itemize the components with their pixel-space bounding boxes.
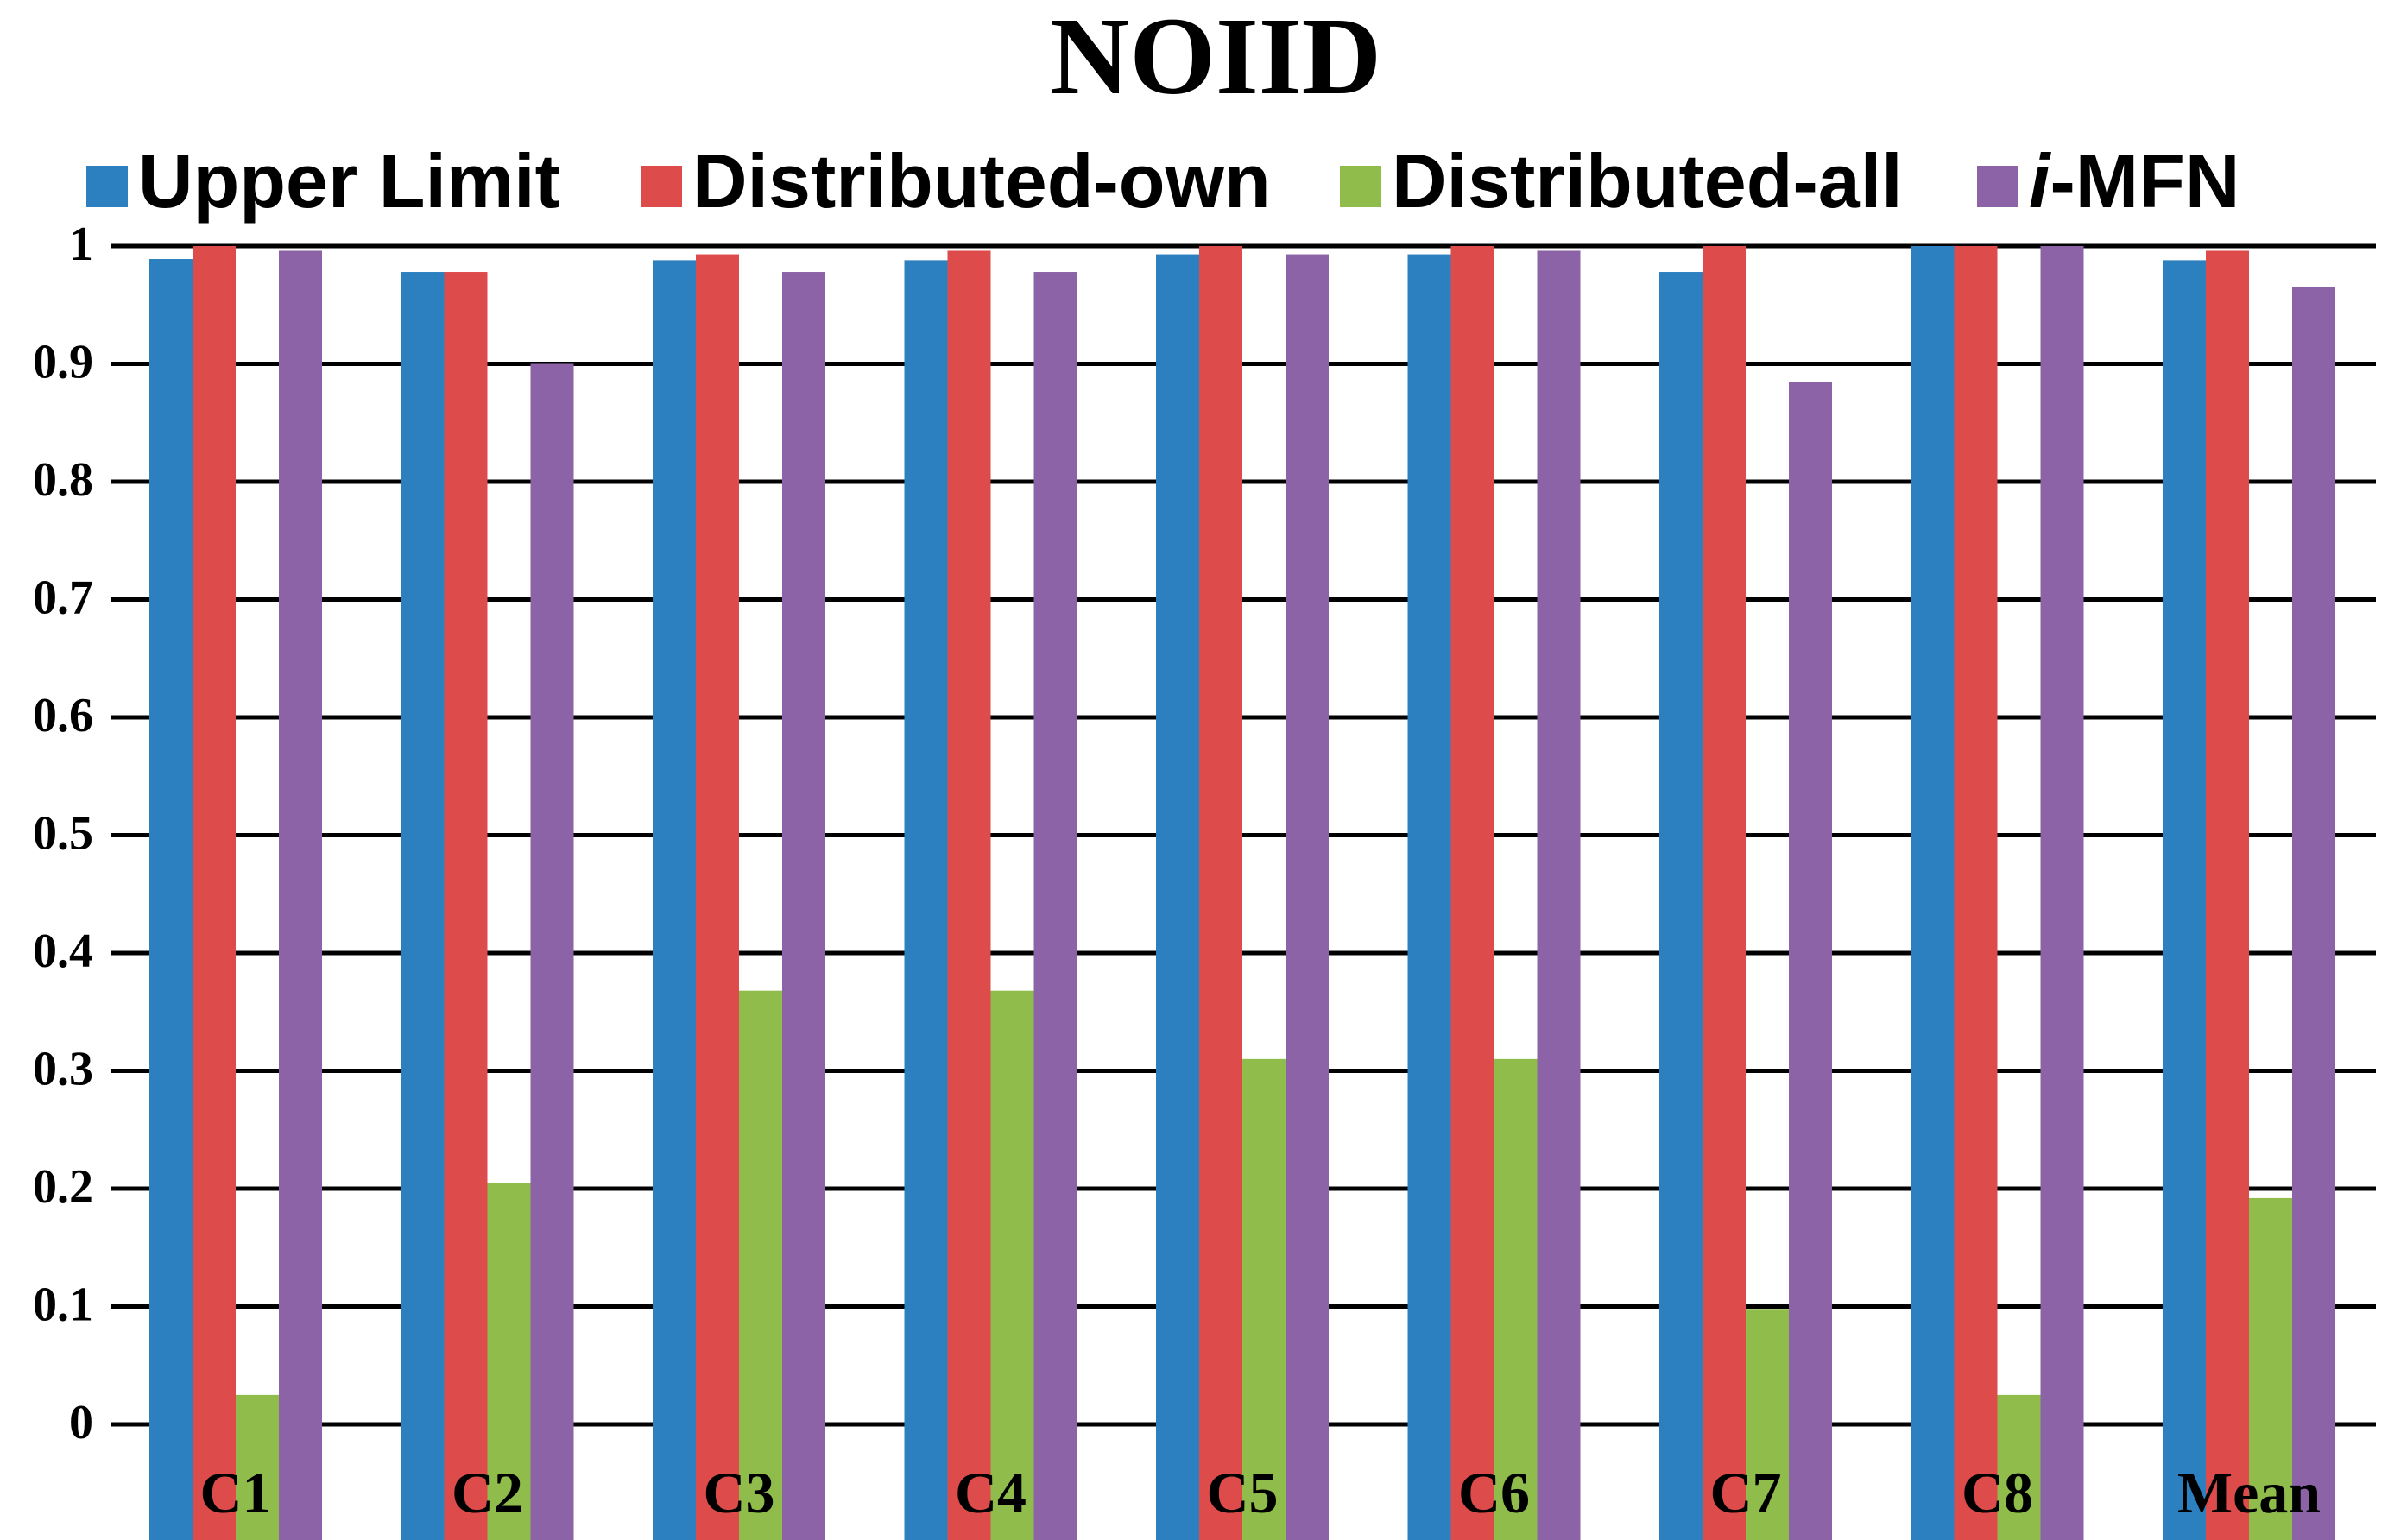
x-tick-label: Mean [2177,1460,2321,1525]
legend-label-name: Distributed-all [1392,138,1903,224]
bar-distributed-all-c1 [236,1394,279,1540]
bar-mfn-c5 [1286,254,1329,1540]
bar-distributed-own-c7 [1703,246,1746,1540]
bar-upper-limit-c4 [904,260,948,1540]
y-tick-label: 0 [69,1396,93,1449]
legend-swatch-distributed-all [1340,166,1381,207]
legend: Upper Limit Distributed-own Distributed-al… [86,138,2240,224]
bar-mfn-c8 [2040,246,2084,1540]
bar-distributed-own-c8 [1954,246,1998,1540]
bar-mfn-c6 [1537,250,1581,1540]
bar-distributed-all-c8 [1997,1394,2041,1540]
bar-mfn-c3 [782,272,825,1540]
bar-upper-limit-c7 [1659,272,1703,1540]
bar-mfn-c7 [1789,381,1832,1540]
legend-swatch-upper-limit [86,166,128,207]
legend-label-name: MFN [2075,138,2240,224]
bar-distributed-all-c2 [487,1183,531,1540]
bar-distributed-own-c6 [1450,246,1494,1540]
bar-distributed-own-c1 [193,246,236,1540]
bar-mfn-c2 [530,363,574,1540]
legend-label-prefix: i [2029,138,2051,224]
bar-upper-limit-c3 [653,260,696,1540]
bar-distributed-own-c2 [444,272,488,1540]
x-tick-label: C1 [199,1460,271,1525]
y-tick-label: 1 [69,218,93,271]
x-tick-label: C5 [1206,1460,1278,1525]
y-tick-label: 0.7 [33,571,93,625]
bar-upper-limit-c6 [1407,254,1451,1540]
y-tick-label: 0.5 [33,807,93,861]
y-tick-label: 0.2 [33,1160,93,1214]
bar-mfn-c1 [279,250,322,1540]
legend-label-name: Upper Limit [138,138,560,224]
bar-distributed-all-c4 [990,990,1034,1540]
x-tick-label: C8 [1962,1460,2033,1525]
x-tick-label: C2 [452,1460,523,1525]
bar-distributed-all-c7 [1746,1309,1789,1540]
bars [149,246,2335,1540]
x-tick-label: C3 [703,1460,774,1525]
legend-label-mfn: i-MFN [2029,138,2240,224]
x-tick-label: C7 [1709,1460,1781,1525]
y-axis-tick-labels: 1 0.9 0.8 0.7 0.6 0.5 0.4 0.3 0.2 0.1 0 [33,218,93,1449]
bar-distributed-own-c4 [947,250,991,1540]
y-tick-label: 0.6 [33,689,93,742]
bar-upper-limit-c2 [401,272,445,1540]
bar-distributed-all-mean [2249,1197,2292,1540]
chart-title: NOIID [1050,0,1381,117]
legend-label-distributed-all: Distributed-all [1392,138,1903,224]
x-tick-label: C6 [1458,1460,1530,1525]
y-tick-label: 0.9 [33,336,93,389]
legend-label-name: Distributed-own [692,138,1271,224]
y-tick-label: 0.8 [33,453,93,507]
bar-upper-limit-c5 [1156,254,1199,1540]
bar-upper-limit-mean [2163,260,2206,1540]
bar-distributed-own-c5 [1199,246,1242,1540]
bar-distributed-own-c3 [696,254,739,1540]
x-tick-label: C4 [955,1460,1027,1525]
legend-label-upper-limit: Upper Limit [138,138,560,224]
bar-distributed-all-c6 [1494,1058,1538,1540]
bar-mfn-c4 [1033,272,1077,1540]
legend-swatch-mfn [1977,166,2018,207]
bar-upper-limit-c8 [1911,246,1955,1540]
bar-distributed-all-c5 [1242,1058,1286,1540]
x-axis-tick-labels: C1 C2 C3 C4 C5 C6 C7 C8 Mean [199,1460,2321,1525]
bar-distributed-own-mean [2206,250,2249,1540]
bar-distributed-all-c3 [739,990,782,1540]
bar-upper-limit-c1 [149,259,193,1540]
bar-mfn-mean [2292,287,2335,1540]
legend-label-distributed-own: Distributed-own [692,138,1271,224]
y-tick-label: 0.1 [33,1278,93,1332]
y-tick-label: 0.4 [33,925,93,978]
y-tick-label: 0.3 [33,1043,93,1096]
legend-swatch-distributed-own [641,166,682,207]
